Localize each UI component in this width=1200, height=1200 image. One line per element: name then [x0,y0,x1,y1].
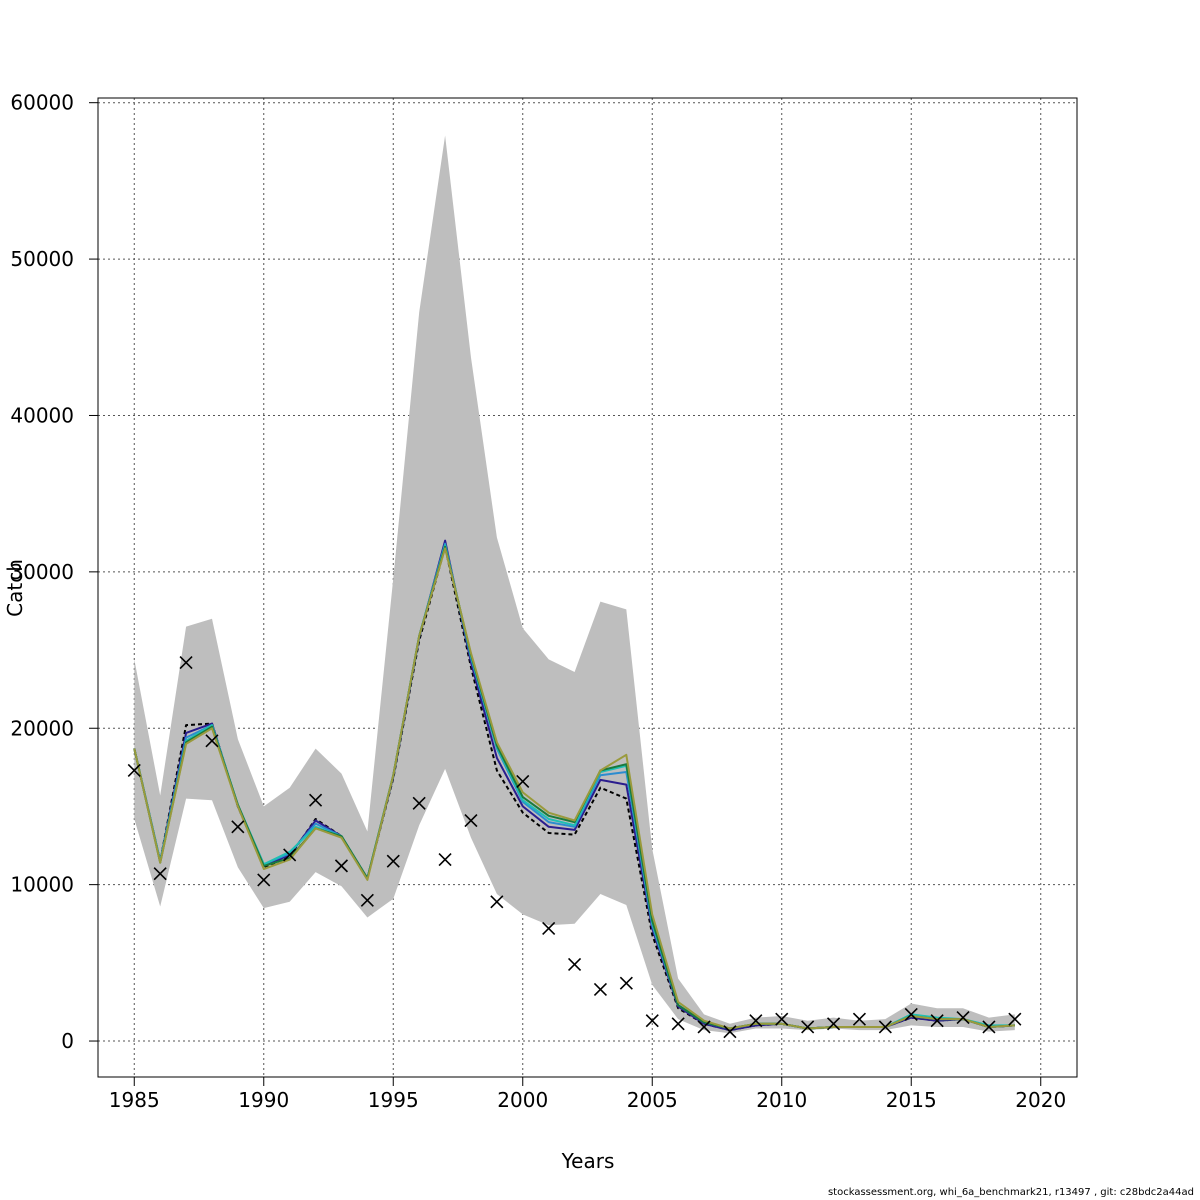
x-tick-label: 1985 [109,1088,160,1112]
footer-text: stockassessment.org, whi_6a_benchmark21,… [827,1187,1194,1198]
observed-point-stroke [956,1011,970,1025]
observed-point [205,734,219,748]
observed-point-stroke [464,813,478,828]
observed-point-stroke [645,1014,659,1028]
x-tick-label: 2010 [756,1088,807,1112]
y-tick-label: 20000 [10,716,74,740]
observed-point [567,957,582,971]
observed-point [775,1012,789,1026]
observed-point [1008,1012,1022,1026]
observed-point-stroke [205,734,219,748]
observed-point [516,774,530,788]
series-lines [133,539,1015,1032]
observed-point-stroke [826,1017,841,1031]
observed-point-stroke [386,854,400,868]
observed-point [490,895,504,909]
plot-background [98,98,1077,1077]
observed-point-stroke [930,1014,944,1028]
observed-point [723,1025,737,1039]
observed-point-stroke [697,1020,711,1034]
observed-point-stroke [671,1017,685,1031]
observed-point-stroke [801,1020,815,1034]
observed-point [904,1007,918,1022]
observed-point [386,854,400,868]
observed-point [153,867,167,881]
confidence-band-area [134,135,1015,1034]
observed-point-stroke [179,656,193,670]
x-tick-label: 2005 [627,1088,678,1112]
observed-point [956,1011,970,1025]
observed-point [826,1017,841,1031]
observed-point [179,656,193,670]
observed-point [542,921,556,935]
observed-point [801,1020,815,1034]
observed-point [257,873,271,887]
observed-point-stroke [982,1020,996,1034]
observed-point [360,893,374,907]
y-tick-label: 60000 [10,91,74,115]
observed-point [697,1020,711,1034]
observed-point-stroke [516,774,530,788]
plot-frame [97,97,1078,1078]
observed-point [619,976,633,990]
observed-point [671,1017,685,1031]
observed-point-stroke [775,1012,789,1026]
observed-point-stroke [878,1020,892,1034]
observed-point [982,1020,996,1034]
observed-point [127,763,141,778]
observed-point-stroke [542,921,556,935]
y-tick-label: 30000 [10,560,74,584]
observed-point-stroke [438,853,452,867]
observed-point [334,859,349,873]
observed-points [127,656,1022,1039]
observed-point [593,982,608,996]
observed-point-stroke [283,848,297,862]
x-axis-title: Years [561,1149,615,1173]
confidence-band [134,135,1015,1034]
observed-point-stroke [904,1007,918,1022]
series-line-6 [133,547,1015,1030]
x-tick-label: 1990 [238,1088,289,1112]
observed-point-stroke [593,982,608,996]
observed-point-stroke [153,867,167,881]
y-tick-label: 50000 [10,247,74,271]
observed-point-stroke [308,793,323,807]
observed-point [308,793,323,807]
y-axis-title: Catch [3,559,27,617]
observed-point [852,1012,867,1026]
x-tick-label: 2000 [497,1088,548,1112]
y-tick-label: 0 [61,1029,74,1053]
observed-point-stroke [231,820,245,834]
observed-point [283,848,297,862]
observed-point-stroke [852,1012,867,1026]
x-tick-label: 2020 [1015,1088,1066,1112]
observed-point [464,813,478,828]
observed-point [412,796,426,810]
observed-point-stroke [619,976,633,990]
observed-point [749,1014,763,1028]
x-tick-label: 2015 [886,1088,937,1112]
y-tick-label: 40000 [10,403,74,427]
observed-point-stroke [127,763,141,778]
observed-point-stroke [257,873,271,887]
observed-point [231,820,245,834]
observed-point-stroke [723,1025,737,1039]
observed-point [645,1014,659,1028]
observed-point [438,853,452,867]
observed-point-stroke [1008,1012,1022,1026]
x-tick-label: 1995 [368,1088,419,1112]
observed-point-stroke [360,893,374,907]
y-tick-label: 10000 [10,873,74,897]
observed-point-stroke [412,796,426,810]
observed-point-stroke [567,957,582,971]
observed-point [930,1014,944,1028]
axes: 1985 1990 1995 2000 2005 2010 2015 2020 0 10000 20… [10,91,1066,1112]
observed-point-stroke [334,859,349,873]
observed-point-stroke [749,1014,763,1028]
observed-point [878,1020,892,1034]
observed-point-stroke [490,895,504,909]
